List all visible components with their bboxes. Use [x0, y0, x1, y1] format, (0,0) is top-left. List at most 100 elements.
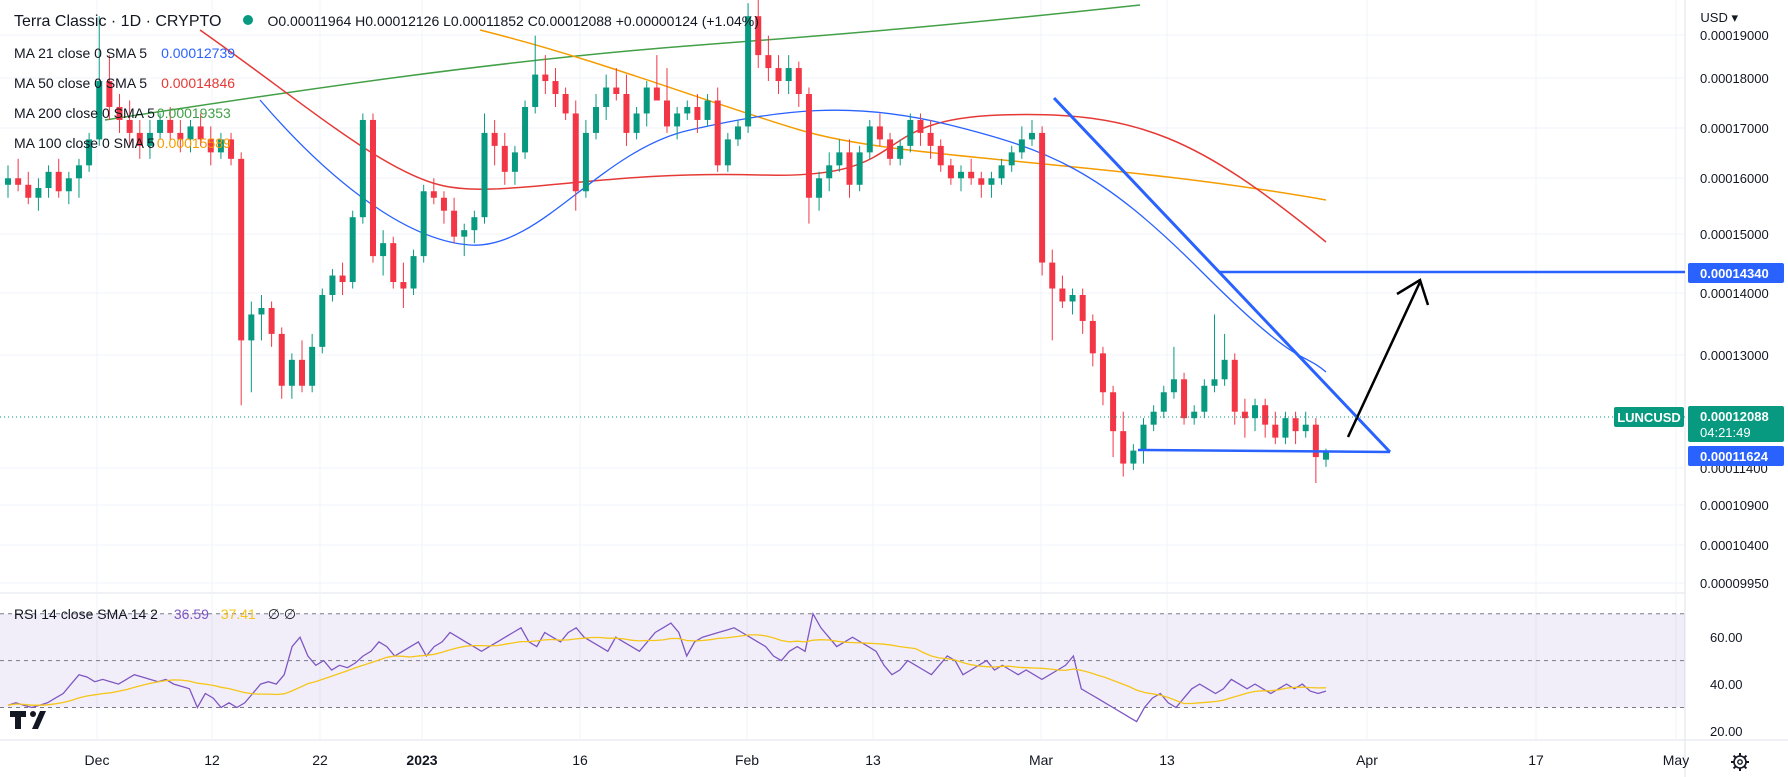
candle-body — [1241, 411, 1248, 419]
rsi-sma-line — [7, 634, 1327, 706]
candle-body — [339, 275, 346, 283]
price-tick-label: 0.00019000 — [1700, 28, 1769, 43]
time-tick-label: Mar — [1029, 752, 1053, 768]
candle-body — [826, 165, 833, 179]
candle-body — [25, 184, 32, 198]
candle-body — [187, 126, 194, 140]
candle-body — [329, 275, 336, 295]
candle-body — [1211, 379, 1218, 386]
candle-body — [1262, 405, 1269, 425]
candle-body — [1160, 392, 1167, 412]
candle-body — [1150, 411, 1157, 425]
gear-icon[interactable] — [1730, 752, 1750, 777]
rsi-value: 36.59 — [173, 606, 209, 622]
candle-body — [836, 152, 843, 166]
candle-body — [1170, 379, 1177, 393]
time-tick-label: 16 — [572, 752, 588, 768]
candle-body — [1191, 411, 1198, 419]
candle-body — [1181, 379, 1188, 419]
candle-body — [755, 16, 762, 56]
candle-body — [623, 94, 630, 133]
candle-body — [420, 191, 427, 257]
candle-body — [664, 100, 670, 127]
candle-body — [65, 178, 72, 192]
rsi-legend[interactable]: RSI 14 close SMA 14 2 36.59 37.41 ∅ ∅ — [14, 606, 296, 623]
price-tick-label: 0.00010900 — [1700, 498, 1769, 513]
candle-body — [380, 243, 387, 257]
indicator-label: MA 21 close 0 SMA 5 — [14, 45, 148, 61]
candle-body — [582, 132, 589, 192]
candle-body — [684, 106, 691, 114]
candle-body — [45, 171, 52, 189]
symbol-tag-bg — [1614, 407, 1684, 427]
candle-body — [319, 295, 326, 347]
candle-body — [724, 139, 731, 166]
candle-body — [927, 132, 934, 146]
candle-body — [1312, 424, 1319, 458]
candle-body — [1099, 353, 1106, 393]
candle-body — [268, 307, 275, 334]
currency-selector[interactable]: USD ▾ — [1700, 10, 1738, 25]
candle-body — [633, 113, 640, 133]
candle-body — [359, 119, 366, 218]
candle-body — [228, 139, 235, 159]
symbol-title[interactable]: Terra Classic · 1D · CRYPTO — [14, 13, 222, 30]
candle-body — [157, 119, 164, 133]
last-price-label-bg — [1688, 406, 1784, 442]
candle-body — [238, 158, 245, 341]
candle-body — [603, 87, 610, 107]
candle-body — [430, 191, 437, 198]
candles — [5, 0, 1329, 484]
candle-body — [5, 178, 11, 185]
last-price-label-countdown: 04:21:49 — [1700, 425, 1751, 440]
currency-label: USD — [1700, 10, 1728, 25]
indicator-ma50[interactable]: MA 50 close 0 SMA 5 0.00014846 — [14, 75, 235, 91]
candle-body — [795, 68, 802, 95]
candle-body — [1008, 152, 1015, 166]
candle-body — [491, 132, 498, 146]
time-tick-label: Feb — [735, 752, 759, 768]
indicator-ma21[interactable]: MA 21 close 0 SMA 5 0.00012739 — [14, 45, 235, 61]
candle-body — [805, 94, 812, 198]
candle-body — [511, 152, 518, 172]
ma100-line — [479, 29, 1327, 201]
candle-body — [643, 87, 650, 114]
candle-body — [1130, 450, 1137, 464]
candle-body — [572, 113, 579, 192]
candle-body — [349, 217, 356, 283]
candle-body — [390, 243, 397, 283]
rsi-line — [7, 611, 1327, 723]
rsi-tick-label: 40.00 — [1710, 677, 1743, 692]
support-line — [1137, 448, 1391, 454]
candle-body — [897, 145, 904, 159]
indicator-ma200[interactable]: MA 200 close 0 SMA 5 0.00019353 — [14, 105, 231, 121]
candle-body — [1018, 139, 1025, 153]
candle-body — [734, 126, 741, 140]
candle-body — [197, 126, 204, 140]
candle-body — [907, 119, 914, 146]
candle-body — [1323, 451, 1329, 460]
time-tick-label: Apr — [1356, 752, 1378, 768]
price-tick-label: 0.00010400 — [1700, 538, 1769, 553]
candle-body — [461, 230, 468, 237]
rsi-label: RSI 14 close SMA 14 2 — [14, 606, 158, 622]
candle-body — [765, 55, 772, 69]
candle-body — [785, 68, 792, 82]
candle-body — [694, 106, 701, 120]
candle-body — [998, 165, 1005, 179]
candle-body — [866, 126, 873, 153]
candle-body — [136, 132, 143, 146]
candle-body — [1302, 424, 1309, 432]
candle-body — [593, 106, 600, 133]
candle-body — [947, 165, 954, 179]
price-tick-label: 0.00014000 — [1700, 286, 1769, 301]
candle-body — [653, 87, 660, 101]
candle-body — [481, 132, 488, 218]
price-tick-label: 0.00013000 — [1700, 348, 1769, 363]
candle-body — [1049, 262, 1056, 289]
drawings[interactable] — [0, 96, 1685, 454]
indicator-ma100[interactable]: MA 100 close 0 SMA 5 0.00015589 — [14, 135, 231, 151]
time-tick-label: May — [1663, 752, 1689, 768]
